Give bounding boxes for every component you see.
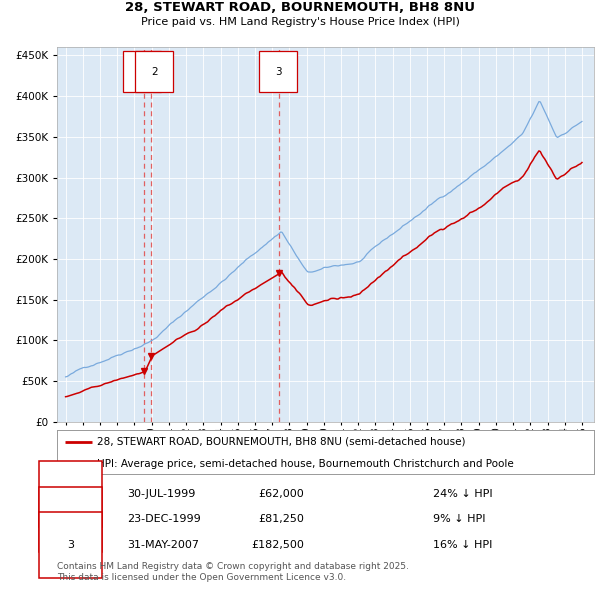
Text: £81,250: £81,250: [258, 514, 304, 525]
Text: 30-JUL-1999: 30-JUL-1999: [127, 489, 195, 499]
Text: HPI: Average price, semi-detached house, Bournemouth Christchurch and Poole: HPI: Average price, semi-detached house,…: [97, 459, 514, 469]
Text: £182,500: £182,500: [251, 540, 304, 550]
Text: 3: 3: [275, 67, 281, 77]
Text: £62,000: £62,000: [258, 489, 304, 499]
Text: 23-DEC-1999: 23-DEC-1999: [127, 514, 200, 525]
Text: 1: 1: [139, 67, 146, 77]
Text: 2: 2: [67, 514, 74, 525]
Text: 3: 3: [67, 540, 74, 550]
Text: 28, STEWART ROAD, BOURNEMOUTH, BH8 8NU: 28, STEWART ROAD, BOURNEMOUTH, BH8 8NU: [125, 2, 475, 15]
Text: 31-MAY-2007: 31-MAY-2007: [127, 540, 199, 550]
Text: 9% ↓ HPI: 9% ↓ HPI: [433, 514, 485, 525]
Text: 24% ↓ HPI: 24% ↓ HPI: [433, 489, 493, 499]
Text: 1: 1: [67, 489, 74, 499]
Text: 28, STEWART ROAD, BOURNEMOUTH, BH8 8NU (semi-detached house): 28, STEWART ROAD, BOURNEMOUTH, BH8 8NU (…: [97, 437, 466, 447]
Text: Price paid vs. HM Land Registry's House Price Index (HPI): Price paid vs. HM Land Registry's House …: [140, 17, 460, 27]
Text: Contains HM Land Registry data © Crown copyright and database right 2025.
This d: Contains HM Land Registry data © Crown c…: [57, 562, 409, 582]
Text: 16% ↓ HPI: 16% ↓ HPI: [433, 540, 492, 550]
Text: 2: 2: [151, 67, 158, 77]
